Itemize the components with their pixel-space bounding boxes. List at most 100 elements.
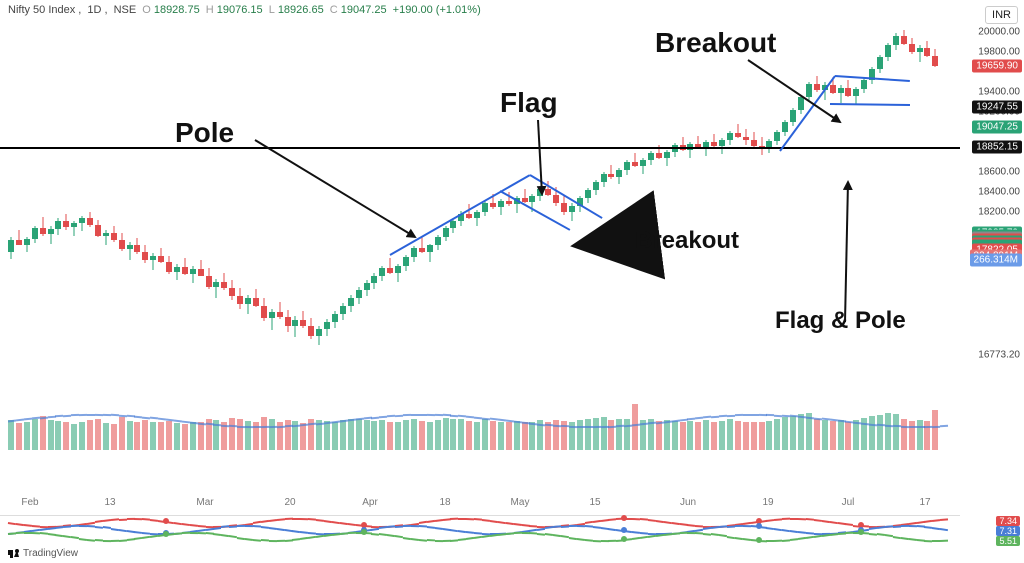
volume-bar — [719, 421, 725, 450]
branding: TradingView — [8, 546, 78, 559]
x-tick: Feb — [21, 497, 38, 508]
indicator-panel: 7.347.315.51 — [0, 515, 960, 543]
volume-bar — [932, 410, 938, 450]
price-badge: 18852.15 — [972, 140, 1022, 153]
tradingview-icon — [8, 546, 20, 558]
price-badge: 19247.55 — [972, 101, 1022, 114]
volume-bar — [672, 421, 678, 450]
volume-bar — [514, 421, 520, 450]
annotation-label: Pole — [175, 117, 234, 149]
volume-bar — [838, 420, 844, 450]
x-tick: 20 — [284, 497, 295, 508]
volume-bar — [79, 422, 85, 451]
volume-bar — [24, 422, 30, 451]
volume-bar — [450, 419, 456, 451]
volume-bar — [40, 416, 46, 451]
volume-bar — [529, 422, 535, 450]
x-tick: Jun — [680, 497, 696, 508]
symbol-name[interactable]: Nifty 50 Index — [8, 4, 75, 16]
support-line — [0, 147, 960, 149]
volume-bar — [427, 422, 433, 450]
indicator-badge: 5.51 — [996, 536, 1020, 546]
volume-bar — [16, 423, 22, 450]
price-chart[interactable]: PoleFlagBreakoutBreakoutFlag & Pole — [0, 22, 960, 492]
x-tick: 18 — [439, 497, 450, 508]
volume-bar — [917, 420, 923, 450]
volume-bar — [711, 422, 717, 451]
volume-bar — [790, 416, 796, 451]
volume-bar — [798, 414, 804, 450]
annotation-label: Breakout — [635, 227, 739, 255]
y-tick: 20000.00 — [978, 27, 1020, 38]
volume-bar — [466, 421, 472, 450]
y-tick: 18200.00 — [978, 207, 1020, 218]
y-tick: 18600.00 — [978, 167, 1020, 178]
currency-badge[interactable]: INR — [985, 6, 1018, 24]
volume-bar — [727, 419, 733, 450]
exchange: NSE — [114, 4, 137, 16]
volume-bar — [174, 423, 180, 450]
interval[interactable]: 1D — [87, 4, 101, 16]
volume-bar — [111, 424, 117, 450]
annotation-label: Breakout — [655, 27, 776, 59]
volume-bar — [340, 420, 346, 450]
volume-bar — [782, 417, 788, 450]
volume-bar — [95, 419, 101, 451]
volume-bar — [166, 421, 172, 450]
x-tick: Jul — [842, 497, 855, 508]
volume-bar — [324, 421, 330, 450]
volume-bar — [182, 424, 188, 450]
y-tick: 19800.00 — [978, 47, 1020, 58]
volume-bar — [229, 418, 235, 450]
volume-bar — [474, 422, 480, 451]
volume-bar — [379, 420, 385, 450]
x-tick: Mar — [196, 497, 213, 508]
volume-bar — [419, 421, 425, 450]
volume-bar — [237, 419, 243, 450]
volume-bar — [8, 420, 14, 450]
volume-bar — [522, 422, 528, 451]
volume-bar — [759, 422, 765, 450]
volume-bar — [695, 422, 701, 451]
volume-bar — [735, 421, 741, 450]
volume-bar — [830, 421, 836, 450]
volume-bar — [387, 422, 393, 451]
volume-bar — [624, 419, 630, 451]
volume-bar — [48, 420, 54, 450]
volume-bar — [545, 422, 551, 451]
indicator-badge: 7.34 — [996, 516, 1020, 526]
volume-bar — [371, 421, 377, 450]
volume-bar — [656, 421, 662, 450]
volume-bar — [364, 420, 370, 450]
volume-bar — [901, 419, 907, 451]
volume-bar — [632, 404, 638, 451]
volume-bar — [332, 422, 338, 451]
volume-bar — [877, 415, 883, 450]
volume-bar — [55, 421, 61, 450]
volume-bar — [601, 417, 607, 450]
volume-bar — [498, 422, 504, 451]
volume-bar — [648, 419, 654, 450]
y-tick: 16773.20 — [978, 349, 1020, 360]
volume-bar — [127, 421, 133, 450]
volume-bar — [585, 419, 591, 451]
x-tick: 17 — [919, 497, 930, 508]
annotation-label: Flag — [500, 87, 558, 119]
volume-bar — [119, 417, 125, 450]
y-tick: 18400.00 — [978, 187, 1020, 198]
price-badge: 266.314M — [970, 254, 1022, 267]
volume-bar — [593, 418, 599, 450]
volume-bar — [71, 424, 77, 450]
volume-bar — [822, 420, 828, 450]
volume-bar — [458, 419, 464, 450]
trend-line[interactable] — [830, 103, 910, 106]
volume-bar — [664, 420, 670, 450]
volume-bar — [103, 423, 109, 450]
volume-bar — [348, 419, 354, 450]
volume-bar — [845, 422, 851, 451]
volume-bar — [443, 418, 449, 450]
volume-bar — [134, 422, 140, 450]
volume-bar — [506, 422, 512, 450]
volume-bar — [869, 416, 875, 450]
trend-line[interactable] — [390, 174, 531, 256]
